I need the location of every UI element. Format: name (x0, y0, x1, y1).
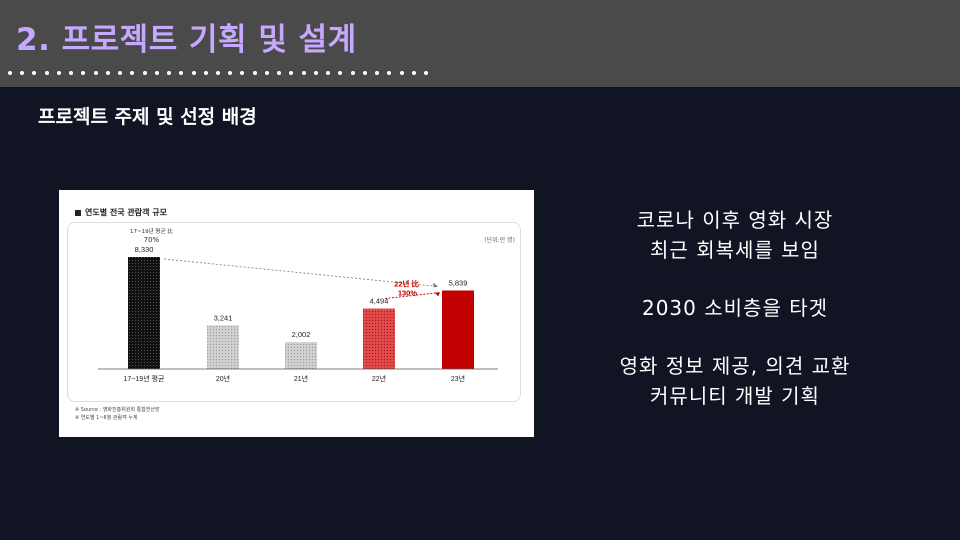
divider-dot (338, 71, 343, 75)
page-title: 2. 프로젝트 기획 및 설계 (16, 22, 357, 58)
square-bullet-icon (75, 209, 81, 216)
divider-dot (215, 71, 220, 75)
dotted-divider (8, 68, 428, 78)
divider-dot (179, 71, 184, 75)
divider-dot (375, 71, 380, 75)
chart-plot-area: 8,330 17~19년 평균 3,241 20년 2,002 21년 4,494 22년 5,… (67, 222, 521, 402)
section-subtitle: 프로젝트 주제 및 선정 배경 (38, 106, 257, 128)
point-line-3: 2030 소비층을 타겟 (641, 296, 828, 320)
divider-dot (105, 71, 110, 75)
divider-dot (399, 71, 404, 75)
point-line-5: 커뮤니티 개발 기획 (650, 384, 820, 408)
point-line-2: 최근 회복세를 보임 (650, 238, 820, 262)
growth-dashed-line (384, 292, 441, 300)
growth-compare-label: 22년 比 (394, 279, 419, 289)
point-line-1: 코로나 이후 영화 시장 (636, 208, 834, 232)
divider-dot (277, 71, 282, 75)
divider-dot (301, 71, 306, 75)
divider-dot (203, 71, 208, 75)
chart-unit: (단위:만 명) (484, 237, 515, 244)
divider-dot (423, 71, 428, 75)
divider-dot (69, 71, 74, 75)
chart-period-footnote: ※ 연도별 1~6월 관람객 누계 (75, 415, 138, 421)
header-bar: 2. 프로젝트 기획 및 설계 (0, 0, 960, 87)
chart-bar (128, 257, 160, 369)
divider-dot (167, 71, 172, 75)
average-comparison-label: 17~19년 평균 比 (130, 229, 173, 235)
divider-dot (130, 71, 135, 75)
category-label: 23년 (451, 374, 465, 383)
average-comparison-note: 17~19년 평균 比 70% (130, 228, 173, 244)
divider-dot (326, 71, 331, 75)
category-label: 20년 (216, 374, 230, 383)
divider-dot (252, 71, 257, 75)
divider-dot (387, 71, 392, 75)
chart-bar (207, 325, 239, 369)
chart-title-text: 연도별 전국 관람객 규모 (85, 208, 167, 217)
divider-dot (20, 71, 25, 75)
bar-chart: 8,330 17~19년 평균 3,241 20년 2,002 21년 4,494 22년 5,… (98, 245, 498, 383)
divider-dot (191, 71, 196, 75)
divider-dot (118, 71, 123, 75)
divider-dot (264, 71, 269, 75)
category-label: 21년 (294, 374, 308, 383)
point-line-4: 영화 정보 제공, 의견 교환 (619, 354, 851, 378)
key-points: 코로나 이후 영화 시장 최근 회복세를 보임 2030 소비층을 타겟 영화 … (585, 205, 885, 411)
category-label: 17~19년 평균 (124, 374, 165, 383)
chart-image: 연도별 전국 관람객 규모 8,330 17~19년 평균 3,241 20년 2,00… (59, 190, 534, 437)
divider-dot (350, 71, 355, 75)
average-comparison-percent: 70% (143, 236, 160, 244)
bar-value-label: 3,241 (214, 313, 233, 322)
bar-value-label: 2,002 (292, 330, 311, 339)
chart-source-footnote: ※ Source : 영화진흥위원회 통합전산망 (75, 407, 160, 413)
divider-dot (289, 71, 294, 75)
trend-arrow-head (433, 282, 438, 288)
divider-dot (411, 71, 416, 75)
bar-value-label: 8,330 (135, 245, 154, 254)
growth-compare-percent: 130% (398, 289, 418, 298)
chart-bar (442, 290, 474, 369)
divider-dot (362, 71, 367, 75)
bar-value-label: 4,494 (370, 297, 389, 306)
divider-dot (44, 71, 49, 75)
chart-bar (285, 342, 317, 369)
divider-dot (56, 71, 61, 75)
trend-dashed-line (163, 258, 439, 287)
category-label: 22년 (372, 374, 386, 383)
divider-dot (240, 71, 245, 75)
divider-dot (8, 71, 12, 75)
chart-title: 연도별 전국 관람객 규모 (75, 207, 167, 218)
divider-dot (32, 71, 37, 75)
divider-dot (81, 71, 86, 75)
bar-value-label: 5,839 (449, 278, 468, 287)
divider-dot (228, 71, 233, 75)
divider-dot (142, 71, 147, 75)
divider-dot (93, 71, 98, 75)
divider-dot (313, 71, 318, 75)
chart-bar (363, 308, 395, 369)
growth-arrow-head (435, 292, 440, 297)
divider-dot (154, 71, 159, 75)
